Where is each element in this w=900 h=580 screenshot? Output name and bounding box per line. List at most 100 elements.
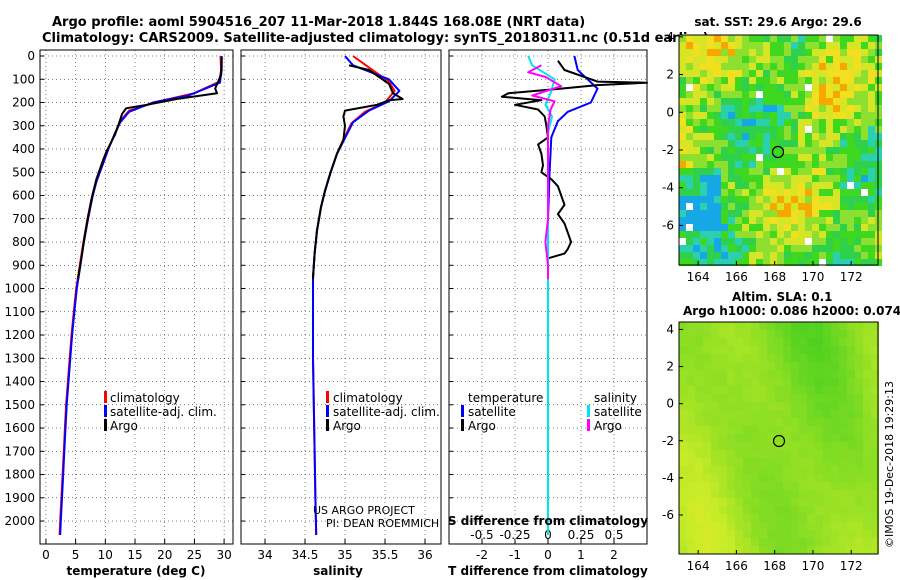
series-line-argo xyxy=(77,57,223,280)
sst-cell xyxy=(812,140,819,147)
sla-cell xyxy=(847,466,855,474)
sla-cell xyxy=(863,402,871,410)
sst-cell xyxy=(819,203,826,210)
sst-cell xyxy=(791,140,798,147)
sst-cell xyxy=(686,77,693,84)
sst-cell xyxy=(749,203,756,210)
sst-cell xyxy=(805,245,812,252)
sst-cell xyxy=(693,91,700,98)
sla-cell xyxy=(775,490,783,498)
sst-cell xyxy=(833,98,840,105)
sst-cell xyxy=(854,231,861,238)
sla-cell xyxy=(735,490,743,498)
legend-satellite-adj: satellite-adj. clim. xyxy=(333,405,440,419)
legend-swatch-climatology xyxy=(326,391,329,403)
x-tick-label: 25 xyxy=(187,548,202,562)
sla-cell xyxy=(815,498,823,506)
sst-cell xyxy=(784,189,791,196)
sla-cell xyxy=(679,426,687,434)
sla-cell xyxy=(815,466,823,474)
sst-cell xyxy=(854,119,861,126)
sst-cell xyxy=(861,147,868,154)
sst-cell xyxy=(861,217,868,224)
sla-cell xyxy=(815,426,823,434)
sla-cell xyxy=(703,330,711,338)
sla-cell xyxy=(727,458,735,466)
sst-cell xyxy=(826,238,833,245)
sst-cell xyxy=(826,56,833,63)
sla-cell xyxy=(695,466,703,474)
sla-cell xyxy=(831,410,839,418)
sst-cell xyxy=(763,224,770,231)
sla-cell xyxy=(783,402,791,410)
sla-cell xyxy=(711,418,719,426)
sla-cell xyxy=(855,410,863,418)
sla-cell xyxy=(799,522,807,530)
sla-cell xyxy=(743,370,751,378)
sla-cell xyxy=(719,458,727,466)
sst-cell xyxy=(854,154,861,161)
sst-cell xyxy=(812,70,819,77)
sst-cell xyxy=(679,63,686,70)
sla-cell xyxy=(823,538,831,546)
sla-cell xyxy=(727,522,735,530)
sst-cell xyxy=(756,147,763,154)
sla-cell xyxy=(695,426,703,434)
map-x-tick-label: 168 xyxy=(763,559,786,573)
sla-cell xyxy=(695,458,703,466)
sla-cell xyxy=(871,346,879,354)
sla-cell xyxy=(767,498,775,506)
sla-cell xyxy=(807,490,815,498)
sst-cell xyxy=(742,91,749,98)
sla-cell xyxy=(855,466,863,474)
sla-cell xyxy=(695,450,703,458)
sla-cell xyxy=(839,506,847,514)
sst-cell xyxy=(770,133,777,140)
sla-cell xyxy=(727,506,735,514)
sst-cell xyxy=(833,56,840,63)
sla-cell xyxy=(847,434,855,442)
sst-cell xyxy=(826,210,833,217)
sst-cell xyxy=(756,224,763,231)
sst-cell xyxy=(693,56,700,63)
sst-cell xyxy=(847,168,854,175)
sla-cell xyxy=(735,354,743,362)
sla-cell xyxy=(687,346,695,354)
sst-cell xyxy=(770,42,777,49)
map-y-tick-label: -6 xyxy=(662,508,674,522)
salinity-xlabel: salinity xyxy=(313,564,363,578)
sst-cell xyxy=(686,196,693,203)
sst-cell xyxy=(840,49,847,56)
x-tick-label: 2 xyxy=(610,548,618,562)
sla-cell xyxy=(727,386,735,394)
sst-cell xyxy=(798,147,805,154)
sst-cell xyxy=(812,133,819,140)
sst-cell xyxy=(777,56,784,63)
sla-cell xyxy=(815,362,823,370)
sla-cell xyxy=(775,450,783,458)
sst-cell xyxy=(847,112,854,119)
sst-cell xyxy=(749,119,756,126)
sst-cell xyxy=(791,175,798,182)
legend-t-satellite: satellite xyxy=(468,405,516,419)
sst-cell xyxy=(735,217,742,224)
sla-cell xyxy=(783,378,791,386)
sla-cell xyxy=(807,410,815,418)
map-x-tick-label: 166 xyxy=(725,559,748,573)
sst-cell xyxy=(700,98,707,105)
sst-cell xyxy=(784,252,791,259)
sla-cell xyxy=(855,330,863,338)
map-x-tick-label: 170 xyxy=(801,559,824,573)
sst-cell xyxy=(805,238,812,245)
sst-cell xyxy=(735,126,742,133)
map-x-tick-label: 172 xyxy=(840,559,863,573)
sst-cell xyxy=(798,252,805,259)
sla-cell xyxy=(807,426,815,434)
sla-cell xyxy=(839,378,847,386)
map-y-tick-label: 4 xyxy=(666,30,674,44)
sst-cell xyxy=(686,35,693,42)
sla-cell xyxy=(687,394,695,402)
sla-cell xyxy=(751,386,759,394)
sst-cell xyxy=(819,35,826,42)
sst-cell xyxy=(798,196,805,203)
